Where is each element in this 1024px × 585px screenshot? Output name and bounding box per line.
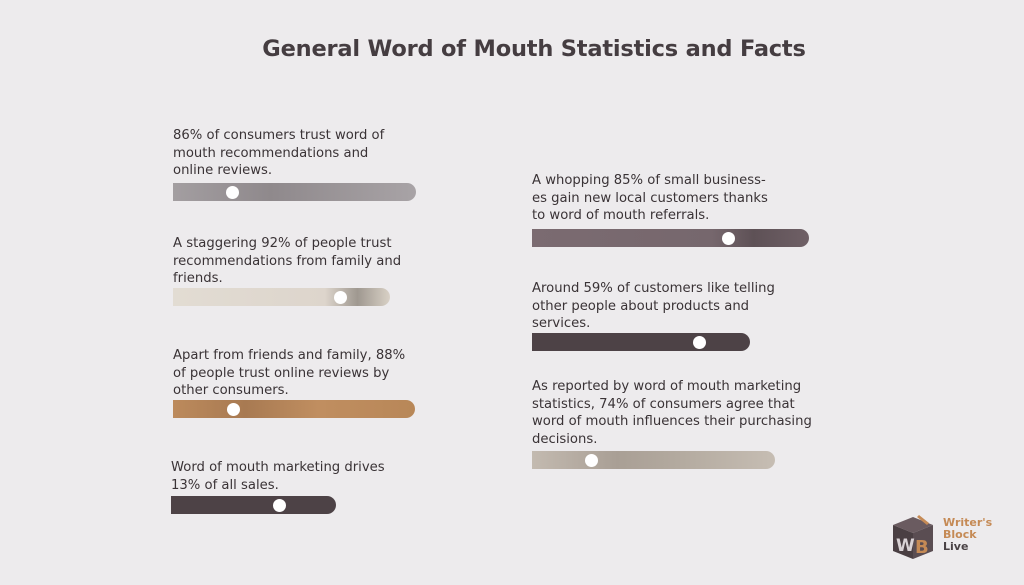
bar-knob	[227, 403, 240, 416]
stat-text: Apart from friends and family, 88% of pe…	[173, 348, 406, 398]
stat-bar-59	[532, 333, 750, 351]
svg-text:B: B	[915, 537, 929, 558]
bar-knob	[722, 232, 735, 245]
stat-text: Word of mouth marketing drives 13% of al…	[171, 460, 385, 493]
stat-family-friends: A staggering 92% of people trust recomme…	[173, 235, 401, 288]
writers-block-live-logo: W B Writer's Block Live	[886, 505, 996, 563]
stat-bar-74	[532, 451, 775, 469]
wb-cube-icon: W B	[893, 515, 933, 559]
logo-text: Writer's Block Live	[943, 516, 993, 553]
infographic-title: General Word of Mouth Statistics and Fac…	[262, 36, 806, 62]
bar-knob	[693, 336, 706, 349]
stat-bar-13	[171, 496, 336, 514]
stat-bar-85	[532, 229, 809, 247]
bar-knob	[334, 291, 347, 304]
stat-text: A whopping 85% of small business- es gai…	[532, 173, 768, 223]
stat-text: 86% of consumers trust word of mouth rec…	[173, 128, 385, 178]
stat-text: As reported by word of mouth marketing s…	[532, 379, 812, 447]
stat-bar-92	[173, 288, 390, 306]
stat-text: A staggering 92% of people trust recomme…	[173, 236, 402, 286]
stat-text: Around 59% of customers like telling oth…	[532, 281, 775, 331]
bar-knob	[273, 499, 286, 512]
bar-knob	[585, 454, 598, 467]
stat-purchasing-decisions: As reported by word of mouth marketing s…	[532, 378, 812, 448]
stat-online-reviews: Apart from friends and family, 88% of pe…	[173, 347, 405, 400]
bar-knob	[226, 186, 239, 199]
stat-wom-sales: Word of mouth marketing drives 13% of al…	[171, 459, 385, 494]
stat-small-businesses: A whopping 85% of small business- es gai…	[532, 172, 768, 225]
stat-bar-86	[173, 183, 416, 201]
stat-bar-88	[173, 400, 415, 418]
stat-customers-telling: Around 59% of customers like telling oth…	[532, 280, 775, 333]
stat-consumers-trust-wom: 86% of consumers trust word of mouth rec…	[173, 127, 384, 180]
svg-text:W: W	[896, 536, 915, 556]
